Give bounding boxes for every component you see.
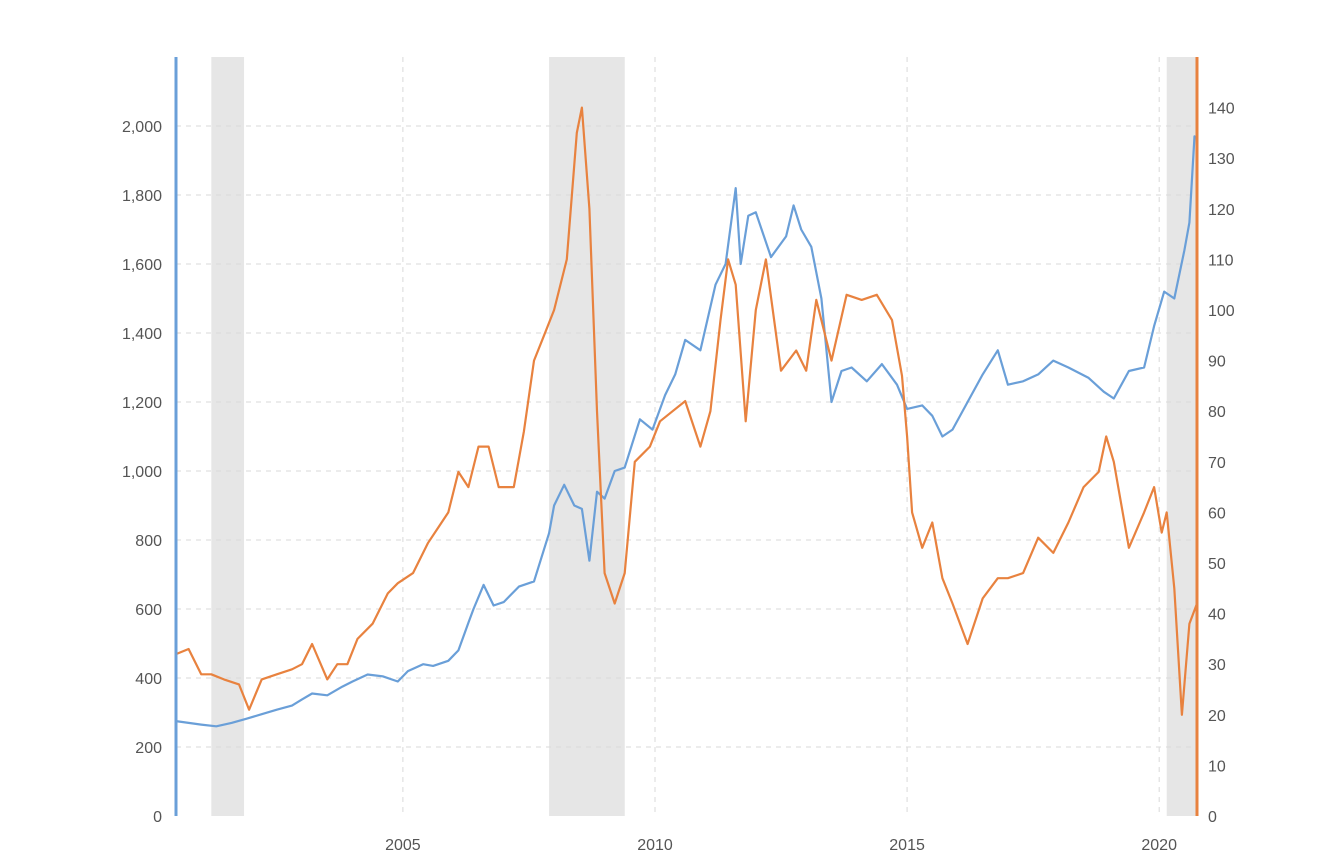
right-y-tick-label: 50 <box>1208 556 1226 573</box>
x-axis-ticks: 2005 2010 2015 2020 <box>385 837 1177 854</box>
left-y-tick-label: 800 <box>135 533 162 550</box>
right-y-tick-label: 120 <box>1208 202 1235 219</box>
x-tick-label: 2005 <box>385 837 421 854</box>
left-y-tick-label: 1,800 <box>122 188 162 205</box>
series-lines <box>174 106 1199 728</box>
left-y-tick-label: 600 <box>135 602 162 619</box>
right-y-tick-label: 70 <box>1208 455 1226 472</box>
right-y-tick-label: 20 <box>1208 708 1226 725</box>
right-y-axis-ticks: 0 10 20 30 40 50 60 70 80 90 100 110 120 130 140 <box>1208 101 1235 826</box>
left-y-tick-label: 1,400 <box>122 326 162 343</box>
x-tick-label: 2010 <box>637 837 673 854</box>
right-y-tick-label: 40 <box>1208 607 1226 624</box>
left-y-tick-label: 200 <box>135 740 162 757</box>
left-y-tick-label: 1,200 <box>122 395 162 412</box>
left-axis-series-line <box>174 135 1196 728</box>
right-y-tick-label: 110 <box>1208 252 1234 269</box>
right-y-tick-label: 30 <box>1208 657 1226 674</box>
x-tick-label: 2020 <box>1141 837 1177 854</box>
left-y-tick-label: 0 <box>153 809 162 826</box>
right-y-tick-label: 60 <box>1208 505 1226 522</box>
right-y-tick-label: 140 <box>1208 101 1235 118</box>
right-y-tick-label: 80 <box>1208 404 1226 421</box>
vertical-gridlines <box>402 57 1160 816</box>
right-axis-series-line <box>174 106 1199 716</box>
right-y-tick-label: 130 <box>1208 151 1235 168</box>
right-y-tick-label: 90 <box>1208 354 1226 371</box>
recession-band-0 <box>211 57 245 816</box>
left-y-tick-label: 1,600 <box>122 257 162 274</box>
left-y-axis-ticks: 0 200 400 600 800 1,000 1,200 1,400 1,600 1,800 2,… <box>122 119 162 826</box>
left-y-tick-label: 1,000 <box>122 464 162 481</box>
right-y-tick-label: 100 <box>1208 303 1235 320</box>
x-tick-label: 2015 <box>889 837 925 854</box>
right-y-tick-label: 10 <box>1208 758 1226 775</box>
left-y-tick-label: 2,000 <box>122 119 162 136</box>
horizontal-gridlines <box>176 125 1197 748</box>
left-y-tick-label: 400 <box>135 671 162 688</box>
right-y-tick-label: 0 <box>1208 809 1217 826</box>
axes <box>174 57 1199 816</box>
